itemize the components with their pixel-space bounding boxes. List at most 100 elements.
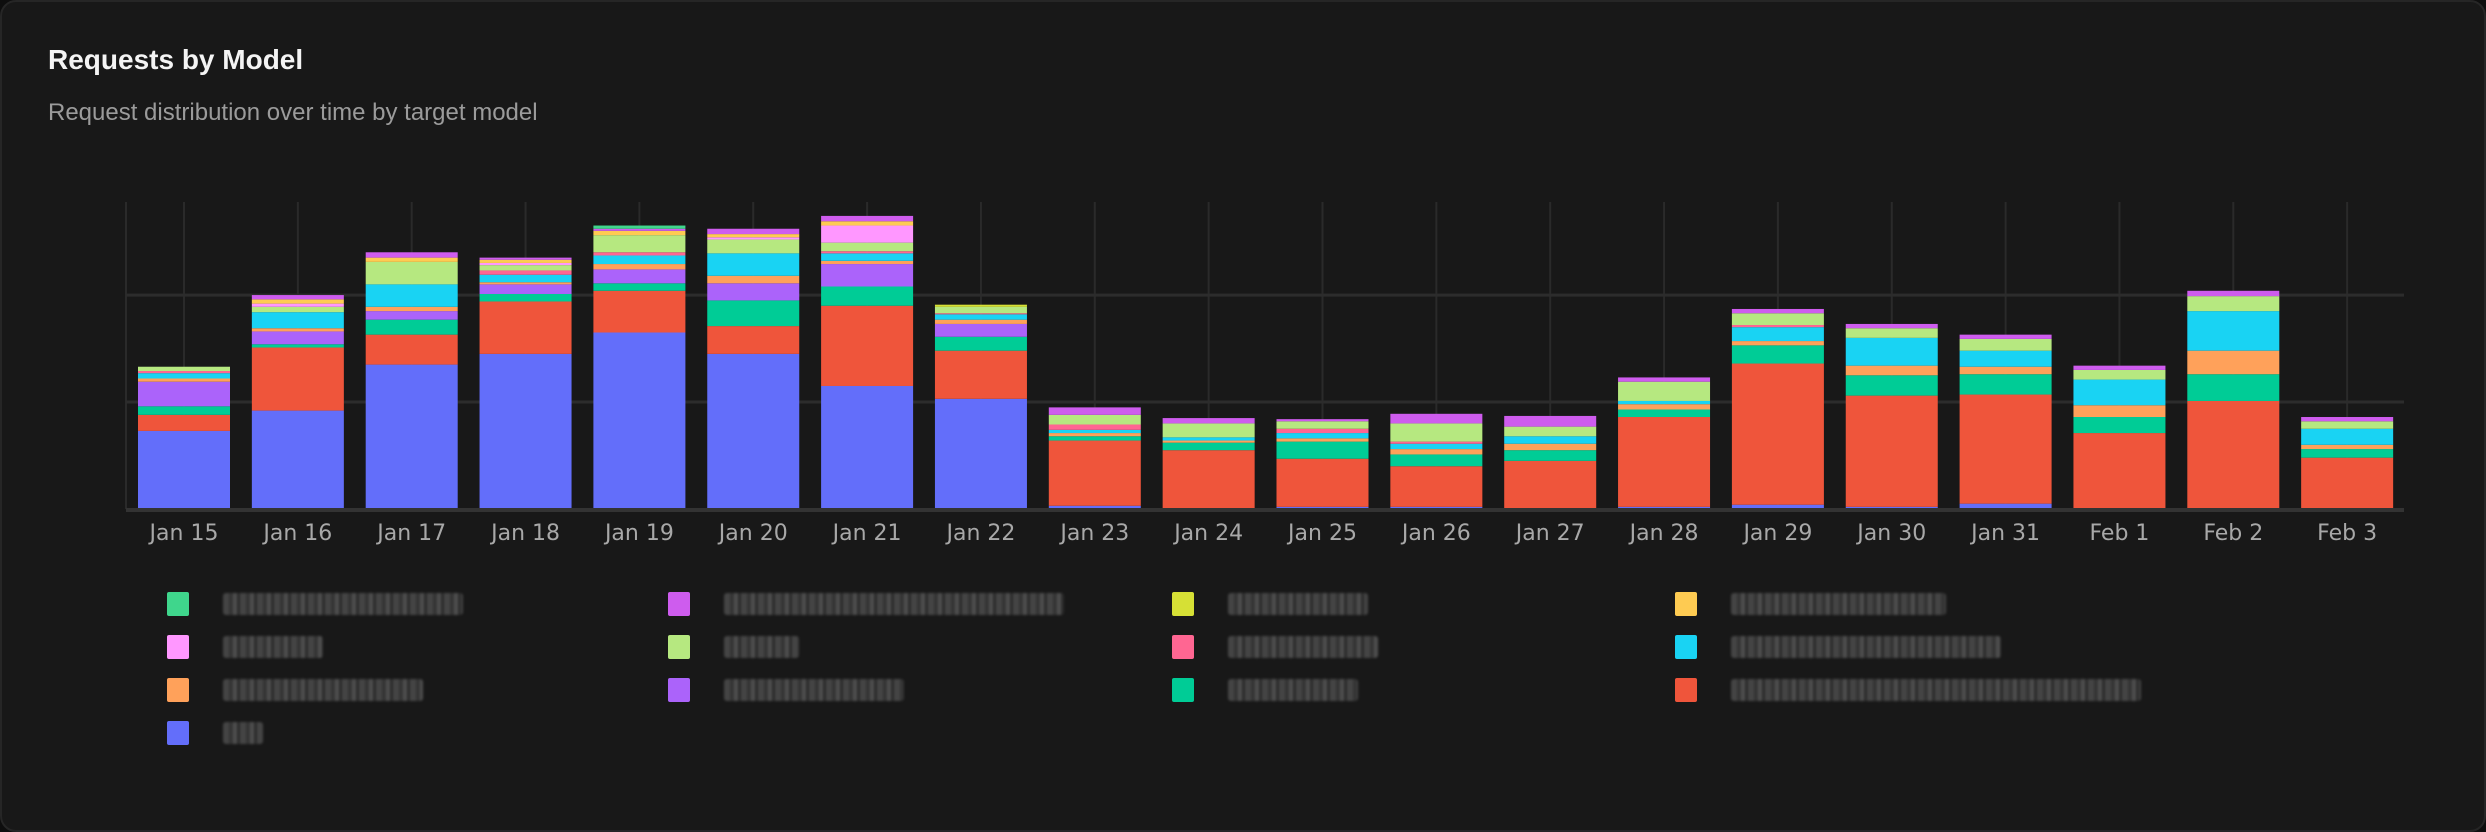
chart-subtitle: Request distribution over time by target… [48, 99, 538, 126]
bar-segment-jan-23-series-7 [1048, 414, 1141, 425]
legend-item[interactable] [668, 677, 904, 703]
bar-segment-jan-23-series-5 [1048, 429, 1141, 434]
bar-segment-jan-24-series-7 [1162, 423, 1255, 438]
x-tick-label: Feb 1 [2089, 521, 2149, 546]
legend-swatch [1172, 678, 1194, 702]
bar-segment-jan-26-series-0 [1390, 506, 1483, 509]
bar-segment-jan-19-series-5 [593, 255, 686, 265]
bar-segment-jan-22-series-6 [934, 313, 1027, 315]
bar-segment-jan-24-series-11 [1162, 418, 1255, 424]
legend-item[interactable] [1675, 591, 1946, 617]
bar-segment-jan-23-series-0 [1048, 505, 1141, 509]
bar-segment-jan-30-series-1 [1845, 395, 1938, 507]
bar-segment-jan-21-series-7 [821, 242, 914, 252]
bar-segment-jan-16-series-8 [251, 303, 344, 307]
legend-label-redacted [1228, 593, 1368, 615]
legend-item[interactable] [1675, 677, 2141, 703]
legend-item[interactable] [167, 677, 423, 703]
bar-segment-jan-29-series-2 [1731, 345, 1824, 364]
bar-segment-jan-20-series-4 [707, 275, 800, 284]
legend-item[interactable] [668, 634, 799, 660]
bar-segment-jan-31-series-11 [1959, 334, 2052, 339]
bar-segment-jan-24-series-5 [1162, 437, 1255, 441]
bar-segment-feb-3-series-7 [2301, 421, 2394, 429]
bar-segment-jan-31-series-1 [1959, 394, 2052, 504]
legend-item[interactable] [1675, 634, 2001, 660]
bar-segment-jan-21-series-6 [821, 251, 914, 254]
bar-segment-jan-26-series-11 [1390, 413, 1483, 424]
bar-segment-jan-15-series-3 [138, 381, 230, 407]
bar-segment-jan-18-series-1 [479, 301, 572, 354]
x-tick-label: Jan 17 [375, 521, 446, 546]
bar-segment-feb-3-series-11 [2301, 417, 2394, 422]
bar-segment-jan-30-series-5 [1845, 337, 1938, 366]
bar-segment-jan-15-series-6 [138, 371, 230, 374]
legend-swatch [167, 678, 189, 702]
bar-segment-jan-18-series-11 [479, 257, 572, 260]
x-tick-label: Jan 19 [603, 521, 674, 546]
bar-segment-jan-24-series-2 [1162, 442, 1255, 451]
bar-segment-jan-18-series-0 [479, 353, 572, 509]
bar-segment-feb-3-series-4 [2301, 444, 2394, 450]
bar-segment-jan-30-series-11 [1845, 323, 1938, 329]
x-tick-label: Jan 18 [489, 521, 560, 546]
bar-segment-jan-17-series-0 [365, 364, 458, 509]
legend-item[interactable] [668, 591, 1064, 617]
legend-item[interactable] [1172, 634, 1378, 660]
bar-segment-jan-19-series-6 [593, 252, 686, 256]
x-tick-label: Jan 22 [944, 521, 1015, 546]
bar-segment-jan-20-series-9 [707, 234, 800, 238]
bar-segment-jan-27-series-4 [1504, 443, 1597, 451]
bar-segment-feb-2-series-1 [2187, 400, 2280, 509]
bar-segment-jan-27-series-11 [1504, 415, 1597, 427]
bar-segment-jan-15-series-2 [138, 406, 230, 415]
bar-segment-jan-31-series-4 [1959, 366, 2052, 375]
bar-segment-jan-16-series-2 [251, 344, 344, 348]
bar-segment-jan-26-series-4 [1390, 449, 1483, 455]
bar-segment-jan-15-series-1 [138, 414, 230, 431]
bar-segment-jan-19-series-2 [593, 283, 686, 291]
bar-segment-jan-19-series-1 [593, 290, 686, 333]
bar-segment-jan-28-series-1 [1618, 417, 1711, 507]
bar-segment-jan-26-series-5 [1390, 443, 1483, 450]
legend-item[interactable] [167, 591, 463, 617]
bar-segment-jan-18-series-9 [479, 259, 572, 263]
bar-segment-jan-17-series-2 [365, 319, 458, 335]
legend-item[interactable] [1172, 591, 1368, 617]
bar-segment-feb-1-series-4 [2073, 405, 2166, 418]
bar-segment-jan-19-series-7 [593, 235, 686, 253]
bar-segment-jan-29-series-1 [1731, 363, 1824, 505]
bar-segment-jan-29-series-0 [1731, 504, 1824, 509]
bar-segment-jan-26-series-6 [1390, 441, 1483, 444]
bar-segment-feb-2-series-7 [2187, 296, 2280, 312]
bar-segment-jan-28-series-7 [1618, 381, 1711, 401]
bar-segment-jan-30-series-7 [1845, 328, 1938, 338]
x-tick-label: Feb 3 [2317, 521, 2377, 546]
legend-item[interactable] [167, 634, 323, 660]
x-tick-label: Jan 24 [1172, 521, 1243, 546]
bar-segment-jan-25-series-7 [1276, 421, 1369, 429]
bar-segment-jan-21-series-9 [821, 221, 914, 226]
bar-segment-jan-21-series-0 [821, 385, 914, 509]
bar-segment-jan-16-series-11 [251, 295, 344, 300]
legend-swatch [668, 635, 690, 659]
legend-item[interactable] [1172, 677, 1358, 703]
x-tick-label: Jan 25 [1286, 521, 1357, 546]
bar-segment-jan-27-series-7 [1504, 426, 1597, 437]
bar-segment-jan-16-series-0 [251, 410, 344, 509]
x-tick-label: Jan 21 [831, 521, 902, 546]
legend-item[interactable] [167, 720, 263, 746]
bar-segment-jan-21-series-3 [821, 264, 914, 287]
x-tick-label: Jan 30 [1855, 521, 1926, 546]
bar-segment-feb-1-series-1 [2073, 433, 2166, 509]
bar-segment-jan-17-series-3 [365, 311, 458, 320]
bar-segment-feb-1-series-7 [2073, 369, 2166, 380]
bar-segment-jan-22-series-3 [934, 323, 1027, 337]
bar-segment-jan-18-series-2 [479, 293, 572, 302]
bar-segment-jan-28-series-2 [1618, 409, 1711, 418]
bar-segment-jan-17-series-5 [365, 284, 458, 307]
bar-segment-jan-18-series-3 [479, 284, 572, 294]
bar-segment-jan-17-series-7 [365, 261, 458, 285]
x-tick-label: Jan 23 [1058, 521, 1129, 546]
